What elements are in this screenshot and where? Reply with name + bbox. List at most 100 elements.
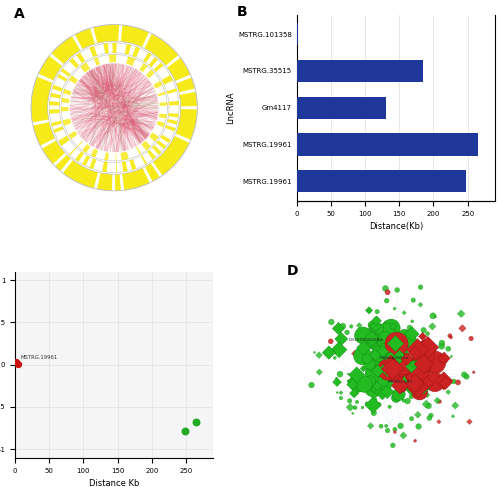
Point	[426, 414, 434, 422]
Point	[353, 398, 361, 406]
Point	[408, 363, 416, 371]
Point	[384, 288, 392, 296]
Polygon shape	[90, 158, 96, 169]
Point	[377, 422, 385, 430]
Point	[425, 352, 433, 360]
Polygon shape	[116, 163, 117, 172]
Polygon shape	[75, 28, 95, 49]
Point	[430, 358, 438, 366]
Polygon shape	[168, 101, 179, 106]
Polygon shape	[139, 63, 147, 73]
Point	[411, 437, 419, 445]
Bar	[296, 170, 466, 192]
Point	[403, 355, 411, 363]
Point	[349, 410, 357, 417]
Point	[386, 389, 394, 397]
Polygon shape	[90, 46, 97, 57]
Point	[410, 360, 418, 368]
Point	[344, 377, 352, 385]
Polygon shape	[50, 101, 59, 106]
Point	[369, 401, 377, 409]
Point	[424, 330, 432, 337]
Bar	[296, 133, 478, 155]
Polygon shape	[76, 53, 86, 63]
Point	[410, 375, 418, 382]
Point	[411, 370, 419, 377]
Point	[416, 283, 424, 291]
Point	[438, 342, 446, 350]
Point	[372, 378, 380, 386]
Point	[339, 322, 347, 330]
Point	[380, 351, 388, 359]
Point	[413, 378, 421, 386]
Point	[408, 328, 416, 336]
Point	[380, 364, 388, 372]
Point	[416, 347, 424, 355]
Polygon shape	[166, 88, 177, 94]
Polygon shape	[143, 53, 152, 63]
Point	[384, 365, 392, 373]
Point	[381, 345, 389, 353]
Point	[440, 355, 448, 362]
Point	[394, 332, 402, 340]
Polygon shape	[168, 57, 190, 81]
Point	[359, 341, 367, 349]
Polygon shape	[122, 168, 150, 190]
Point	[368, 337, 376, 345]
Point	[408, 415, 416, 423]
Point	[382, 284, 390, 292]
Polygon shape	[80, 62, 90, 73]
Point	[336, 370, 344, 378]
Point	[392, 340, 400, 348]
Point	[416, 388, 424, 396]
Point	[438, 339, 446, 347]
Point	[422, 337, 430, 345]
Point	[334, 325, 342, 333]
Polygon shape	[159, 102, 168, 106]
Point	[422, 344, 430, 352]
Polygon shape	[102, 162, 108, 172]
Point	[410, 385, 418, 393]
Point	[412, 366, 420, 374]
Point	[346, 397, 354, 405]
Point	[368, 398, 376, 406]
X-axis label: Distance(Kb): Distance(Kb)	[368, 222, 423, 231]
Point	[384, 384, 392, 392]
Point	[414, 423, 422, 431]
Point	[394, 326, 402, 334]
Point	[424, 343, 432, 351]
Point	[359, 332, 367, 339]
Point	[380, 377, 388, 385]
Polygon shape	[77, 140, 84, 147]
Point	[392, 359, 400, 367]
Point	[435, 418, 443, 426]
Point	[392, 394, 400, 402]
Point	[400, 367, 408, 375]
Point	[429, 312, 437, 319]
Point	[393, 355, 401, 362]
Polygon shape	[58, 136, 70, 146]
Point	[429, 381, 437, 389]
Point	[396, 367, 404, 375]
Point	[384, 388, 392, 396]
Point	[420, 360, 428, 368]
Point	[352, 371, 360, 379]
Polygon shape	[60, 68, 70, 76]
Point	[374, 354, 382, 362]
Polygon shape	[52, 36, 80, 64]
Polygon shape	[146, 70, 154, 78]
Point	[431, 378, 439, 386]
Polygon shape	[147, 150, 156, 160]
Point	[408, 386, 416, 393]
Point	[405, 337, 413, 344]
Point	[458, 324, 466, 332]
Point	[384, 366, 392, 374]
Polygon shape	[97, 173, 112, 191]
Text: A: A	[14, 7, 24, 21]
Point	[407, 393, 415, 401]
Point	[415, 365, 423, 373]
Point	[400, 431, 407, 439]
Point	[393, 286, 401, 294]
Point	[348, 377, 356, 385]
Polygon shape	[90, 148, 98, 157]
